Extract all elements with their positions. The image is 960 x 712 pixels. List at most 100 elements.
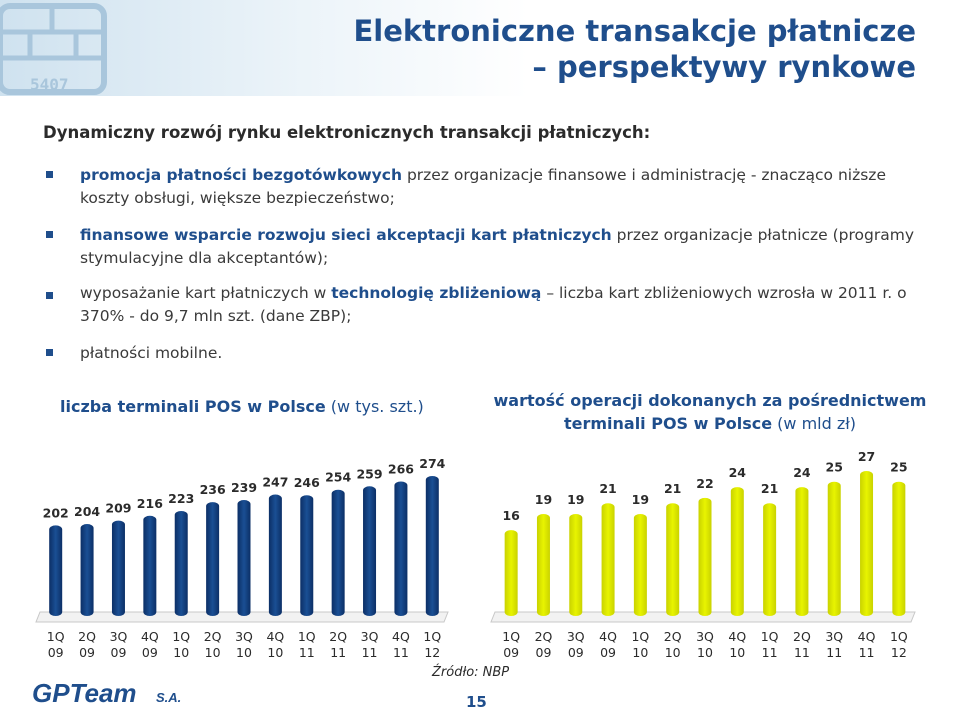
company-logo: GPTeam S.A.	[32, 678, 181, 708]
bar	[633, 513, 647, 616]
x-tick-label: 2Q 11	[793, 629, 811, 660]
bar	[569, 513, 583, 616]
x-tick-label: 3Q 10	[235, 629, 253, 660]
bar	[425, 476, 439, 616]
x-tick-label: 1Q 11	[298, 629, 316, 660]
bar	[504, 530, 518, 616]
bullet-item: wyposażanie kart płatniczych w technolog…	[40, 282, 920, 328]
bar	[49, 525, 63, 616]
x-tick-label: 4Q 11	[858, 629, 876, 660]
bar	[268, 494, 282, 616]
bar	[331, 489, 345, 616]
x-tick-label: 3Q 10	[696, 629, 714, 660]
x-tick-label: 3Q 11	[361, 629, 379, 660]
x-tick-label: 2Q 10	[664, 629, 682, 660]
data-label: 21	[761, 481, 778, 496]
data-label: 204	[74, 504, 100, 519]
data-label: 216	[137, 496, 163, 511]
data-label: 239	[231, 480, 257, 495]
bar	[174, 511, 188, 616]
x-tick-label: 2Q 09	[78, 629, 96, 660]
x-tick-label: 3Q 11	[825, 629, 843, 660]
bar	[363, 486, 377, 616]
bar	[206, 502, 220, 616]
bar	[730, 487, 744, 616]
data-label: 209	[105, 501, 131, 516]
x-tick-label: 2Q 11	[329, 629, 347, 660]
page-number: 15	[466, 693, 487, 711]
data-label: 21	[664, 481, 681, 496]
bullet-square-icon	[46, 292, 53, 299]
bar	[111, 520, 125, 616]
x-tick-label: 2Q 10	[204, 629, 222, 660]
data-label: 24	[729, 465, 747, 480]
bullet-item: finansowe wsparcie rozwoju sieci akcepta…	[40, 224, 920, 270]
chart-left-title: liczba terminali POS w Polsce (w tys. sz…	[60, 397, 424, 416]
x-tick-label: 1Q 09	[502, 629, 520, 660]
bullet-text: przez organizacje finansowe i administra…	[80, 166, 886, 207]
x-tick-label: 1Q 10	[172, 629, 190, 660]
x-tick-label: 1Q 12	[890, 629, 908, 660]
svg-text:GPTeam: GPTeam	[32, 678, 137, 708]
data-label: 16	[502, 508, 520, 523]
data-label: 25	[890, 460, 907, 475]
bar	[601, 503, 615, 616]
data-label: 236	[200, 482, 226, 497]
data-label: 19	[567, 492, 584, 507]
bullet-item: płatności mobilne.	[40, 342, 920, 365]
slide-title-line1: Elektroniczne transakcje płatnicze	[353, 14, 916, 48]
x-tick-label: 3Q 09	[110, 629, 128, 660]
pos-terminals-chart: 202 1Q 09 204 2Q 09 209 3Q 09 216 4Q 09 223 1Q 10 236 2Q…	[35, 456, 449, 660]
data-label: 223	[168, 491, 194, 506]
x-tick-label: 1Q 10	[631, 629, 649, 660]
pos-value-chart: 16 1Q 09 19 2Q 09 19 3Q 09 21 4Q 09 19 1Q 10 21 2Q 10 22 3Q…	[490, 449, 916, 660]
bullet-square-icon	[46, 231, 53, 238]
bullet-text: – liczba kart zbliżeniowych wzrosła w 20…	[80, 284, 907, 325]
data-label: 254	[325, 470, 351, 485]
bar	[795, 487, 809, 616]
bullet-bold-text: promocja płatności bezgotówkowych	[80, 166, 403, 184]
bar	[80, 524, 94, 616]
header-band	[0, 0, 960, 96]
bar	[536, 513, 550, 616]
bar	[300, 495, 314, 616]
x-tick-label: 1Q 09	[47, 629, 65, 660]
svg-text:S.A.: S.A.	[156, 690, 181, 705]
data-label: 202	[43, 505, 69, 520]
bar	[237, 500, 251, 616]
bullet-text: płatności mobilne.	[80, 344, 223, 362]
data-label: 19	[632, 492, 649, 507]
x-tick-label: 3Q 09	[567, 629, 585, 660]
chart-right-title: wartość operacji dokonanych za pośrednic…	[493, 391, 927, 433]
bar	[698, 497, 712, 616]
data-label: 21	[599, 481, 616, 496]
bullet-square-icon	[46, 171, 53, 178]
x-tick-label: 1Q 12	[423, 629, 441, 660]
svg-text:5407: 5407	[30, 75, 69, 94]
data-label: 259	[356, 466, 382, 481]
x-tick-label: 4Q 09	[141, 629, 159, 660]
bullet-list: promocja płatności bezgotówkowych przez …	[40, 164, 920, 365]
x-tick-label: 2Q 09	[535, 629, 553, 660]
bullet-text: przez organizacje płatnicze (programy st…	[80, 226, 915, 267]
bar	[394, 481, 408, 616]
x-tick-label: 4Q 11	[392, 629, 410, 660]
bar	[860, 471, 874, 616]
data-label: 247	[262, 475, 288, 490]
intro-heading: Dynamiczny rozwój rynku elektronicznych …	[43, 123, 651, 142]
data-label: 19	[535, 492, 552, 507]
bullet-bold-text: finansowe wsparcie rozwoju sieci akcepta…	[80, 226, 612, 244]
x-tick-label: 4Q 09	[599, 629, 617, 660]
data-label: 22	[696, 476, 713, 491]
bar	[892, 481, 906, 616]
source-note: Źródło: NBP	[432, 665, 510, 680]
bullet-bold-text: technologię zbliżeniową	[331, 284, 542, 302]
data-label: 246	[294, 475, 320, 490]
bar	[763, 503, 777, 616]
data-label: 27	[858, 449, 875, 464]
bar	[143, 515, 157, 616]
x-tick-label: 1Q 11	[761, 629, 779, 660]
data-label: 24	[793, 465, 811, 480]
slide-title-line2: – perspektywy rynkowe	[532, 50, 916, 84]
